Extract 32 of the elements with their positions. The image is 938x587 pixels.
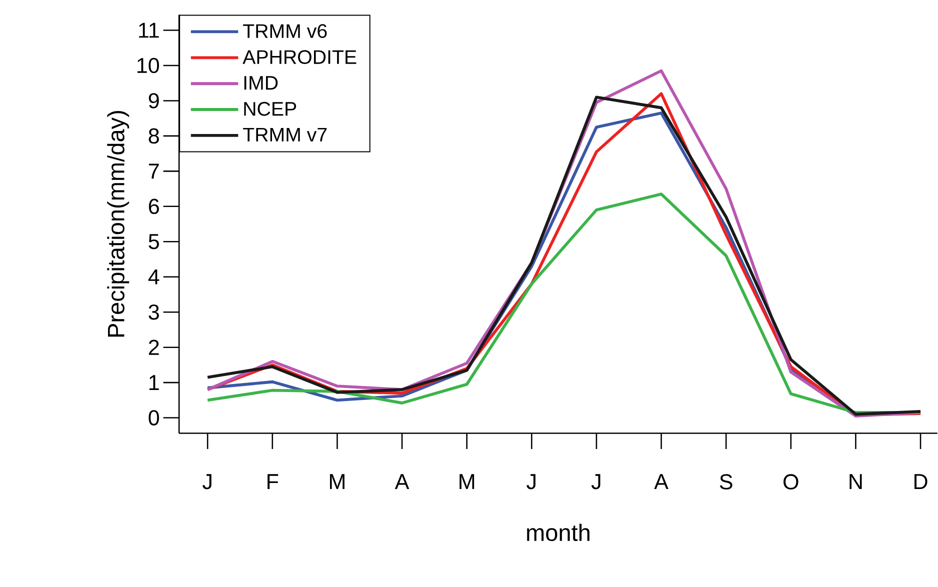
y-tick-label: 7 [148, 164, 159, 179]
x-tick-label: M [460, 474, 474, 490]
y-tick-label: 5 [148, 234, 159, 250]
x-tick-label: D [914, 474, 928, 490]
x-tick-label: M [330, 474, 344, 490]
x-tick-label: J [591, 474, 600, 490]
y-tick-label: 10 [137, 58, 160, 74]
y-tick-label: 11 [139, 22, 159, 38]
y-tick-label: 3 [148, 304, 159, 320]
y-tick-label: 8 [148, 128, 159, 144]
x-tick-label: S [720, 474, 732, 490]
y-tick-label: 1 [150, 375, 159, 390]
y-tick-label: 0 [148, 410, 160, 426]
line-series [206, 192, 922, 414]
y-tick-label: 4 [148, 269, 160, 284]
y-axis-title: Precipitation(mm/day) [107, 111, 130, 337]
x-axis-title: month [527, 524, 590, 542]
x-tick-label: F [268, 474, 278, 490]
x-tick-label: J [526, 474, 536, 490]
x-tick-label: A [654, 474, 668, 490]
legend-label: APHRODITE [242, 50, 356, 64]
y-tick-label: 2 [148, 340, 159, 355]
y-tick-label: 9 [148, 93, 159, 108]
x-tick-label: O [784, 474, 798, 490]
legend-label: TRMM v7 [243, 128, 327, 142]
legend-label: NCEP [244, 102, 296, 116]
legend-label: IMD [244, 76, 278, 90]
legend-label: TRMM v6 [243, 24, 327, 38]
x-tick-label: J [202, 474, 212, 490]
x-tick-label: A [394, 474, 410, 490]
y-tick-label: 6 [148, 198, 159, 214]
x-tick-label: N [850, 474, 862, 490]
